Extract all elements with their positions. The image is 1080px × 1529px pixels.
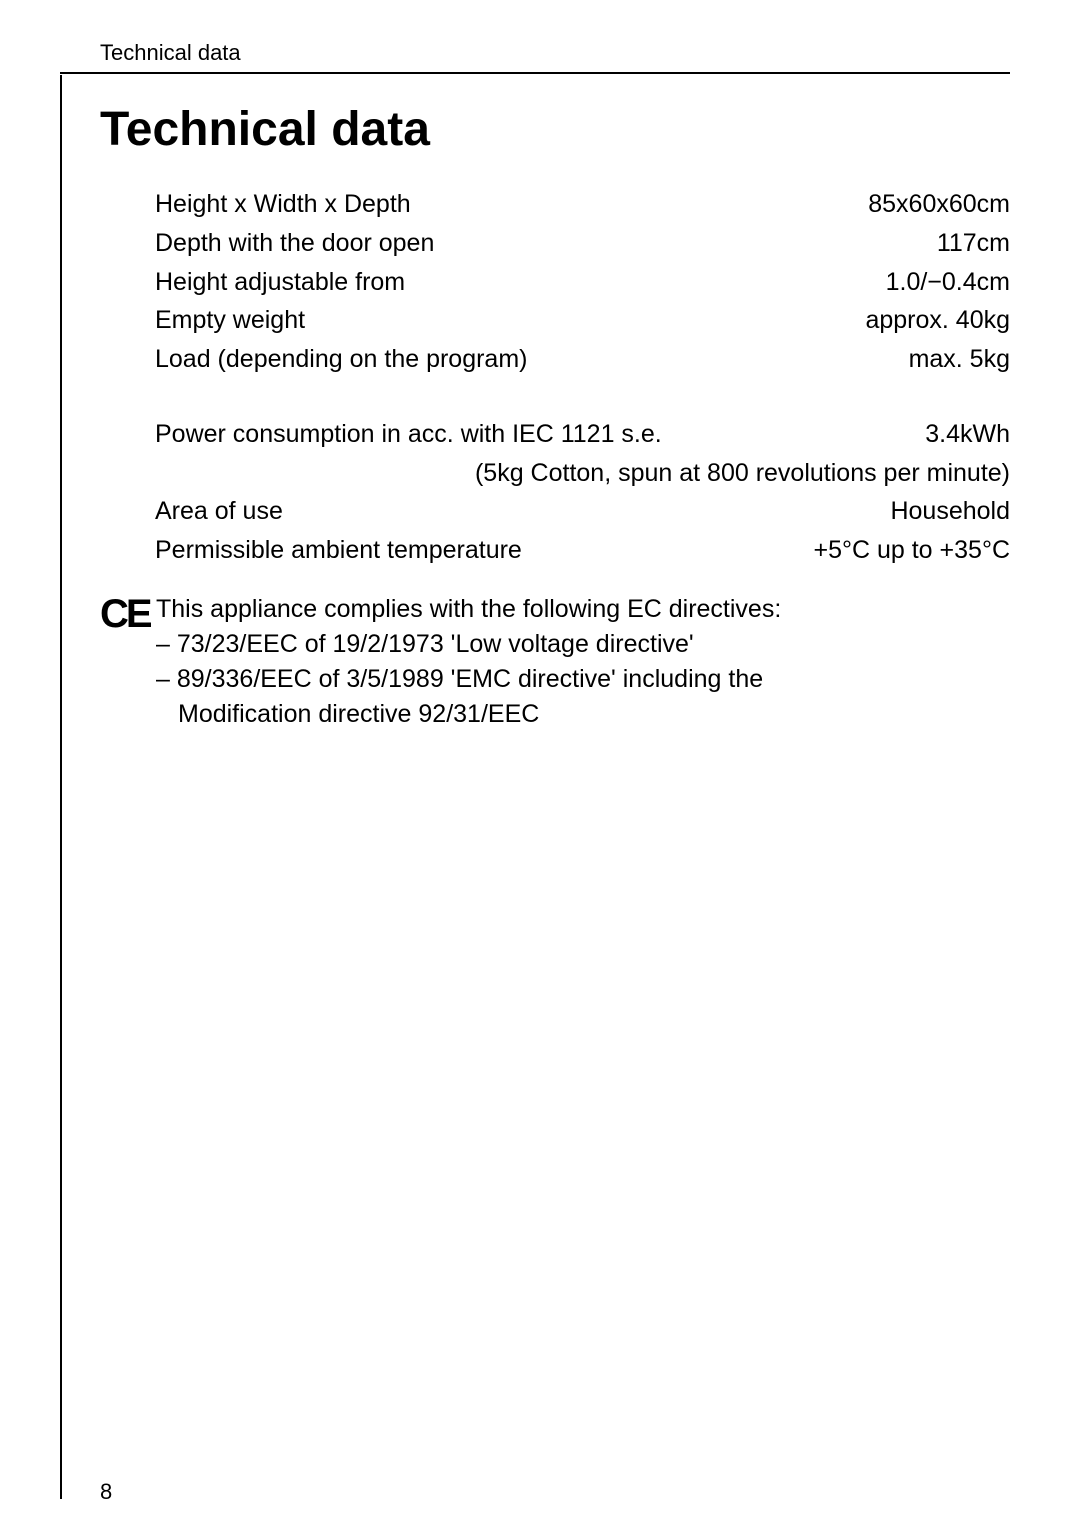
- spec-row: Empty weight approx. 40kg: [155, 301, 1010, 340]
- spec-value: Household: [890, 492, 1010, 531]
- spec-label: Power consumption in acc. with IEC 1121 …: [155, 415, 662, 454]
- compliance-block: CE This appliance complies with the foll…: [100, 592, 1010, 732]
- spec-label: Height x Width x Depth: [155, 185, 411, 224]
- page-number: 8: [100, 1479, 112, 1505]
- spec-label: Empty weight: [155, 301, 305, 340]
- spec-label: Load (depending on the program): [155, 340, 528, 379]
- spec-value: 1.0/−0.4cm: [886, 263, 1010, 302]
- spec-row: Area of use Household: [155, 492, 1010, 531]
- spec-row: Load (depending on the program) max. 5kg: [155, 340, 1010, 379]
- spec-value: 117cm: [937, 224, 1010, 263]
- spec-value: max. 5kg: [909, 340, 1010, 379]
- spec-value: 85x60x60cm: [868, 185, 1010, 224]
- spec-value: +5°C up to +35°C: [813, 531, 1010, 570]
- spec-label: Height adjustable from: [155, 263, 405, 302]
- ce-mark-icon: CE: [100, 592, 148, 634]
- spec-label: Permissible ambient temperature: [155, 531, 522, 570]
- compliance-text: This appliance complies with the followi…: [156, 592, 781, 732]
- spec-row: Power consumption in acc. with IEC 1121 …: [155, 415, 1010, 454]
- spec-row: Depth with the door open 117cm: [155, 224, 1010, 263]
- spec-label: Area of use: [155, 492, 283, 531]
- page: Technical data Technical data Height x W…: [0, 0, 1080, 1529]
- spec-note: (5kg Cotton, spun at 800 revolutions per…: [155, 454, 1010, 493]
- spec-value: approx. 40kg: [865, 301, 1010, 340]
- spec-value: 3.4kWh: [925, 415, 1010, 454]
- spec-row: Height x Width x Depth 85x60x60cm: [155, 185, 1010, 224]
- compliance-item: – 89/336/EEC of 3/5/1989 'EMC directive'…: [156, 662, 781, 697]
- header-section-label: Technical data: [60, 40, 1010, 72]
- vertical-rule: [60, 75, 62, 1499]
- spacer: [155, 379, 1010, 415]
- spec-list: Height x Width x Depth 85x60x60cm Depth …: [100, 185, 1010, 570]
- compliance-item: – 73/23/EEC of 19/2/1973 'Low voltage di…: [156, 627, 781, 662]
- content-area: Technical data Height x Width x Depth 85…: [100, 102, 1010, 732]
- compliance-continuation: Modification directive 92/31/EEC: [156, 697, 781, 732]
- spec-label: Depth with the door open: [155, 224, 434, 263]
- spec-row: Height adjustable from 1.0/−0.4cm: [155, 263, 1010, 302]
- page-title: Technical data: [100, 102, 1010, 157]
- spec-row: Permissible ambient temperature +5°C up …: [155, 531, 1010, 570]
- horizontal-rule: [60, 72, 1010, 74]
- compliance-intro: This appliance complies with the followi…: [156, 592, 781, 627]
